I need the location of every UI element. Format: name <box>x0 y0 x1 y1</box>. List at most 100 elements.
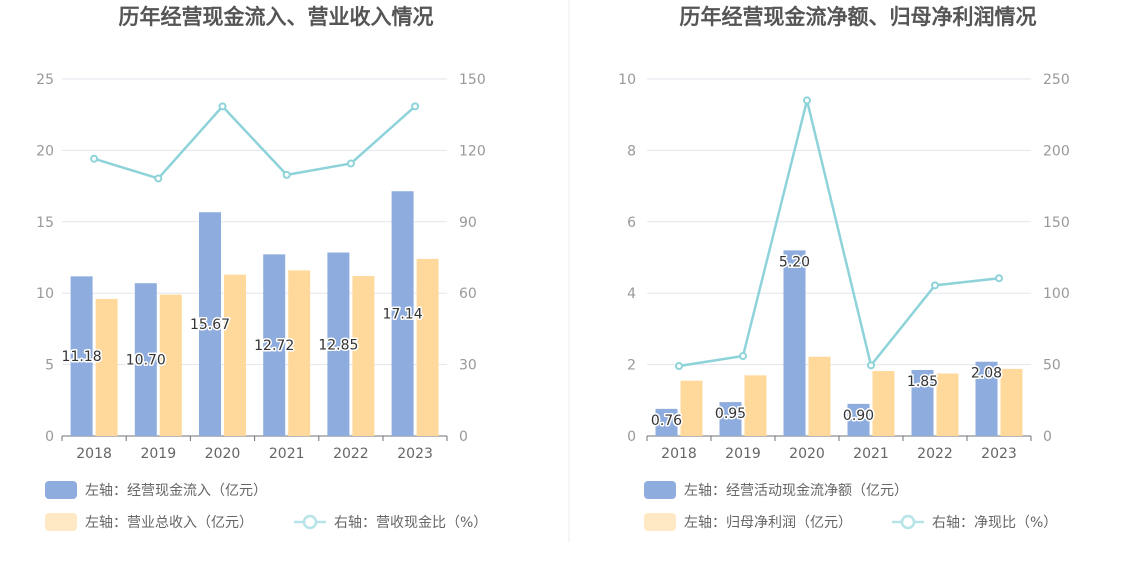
y-tick-left: 4 <box>627 286 636 302</box>
y-tick-left: 5 <box>45 358 54 374</box>
bar-primary <box>847 403 870 436</box>
chart-title: 历年经营现金流净额、归母净利润情况 <box>680 5 1037 29</box>
chart-title: 历年经营现金流入、营业收入情况 <box>119 5 434 29</box>
bar-value-label: 2.08 <box>971 366 1002 382</box>
x-tick-label: 2021 <box>853 446 889 462</box>
bar-value-label: 1.85 <box>907 374 938 390</box>
legend-label: 左轴：经营活动现金流净额（亿元） <box>684 483 908 499</box>
y-tick-right: 250 <box>1043 72 1070 88</box>
y-tick-right: 200 <box>1043 143 1070 159</box>
bar-primary <box>391 191 414 436</box>
x-tick-label: 2020 <box>789 446 825 462</box>
legend-swatch-marker <box>302 514 318 530</box>
ratio-point <box>931 281 939 290</box>
bar-value-label: 0.95 <box>715 406 746 422</box>
y-tick-right: 0 <box>1043 429 1052 445</box>
bar-primary <box>719 402 742 436</box>
ratio-point <box>995 274 1003 283</box>
bar-value-label: 12.85 <box>318 337 358 353</box>
legend-swatch-bar-secondary <box>45 513 77 531</box>
legend-label: 左轴：归母净利润（亿元） <box>684 514 852 531</box>
ratio-point <box>282 170 291 179</box>
ratio-point <box>803 96 811 105</box>
bar-secondary <box>159 294 182 436</box>
bar-secondary <box>1000 368 1023 436</box>
bar-secondary <box>872 371 895 436</box>
x-tick-label: 2018 <box>76 446 112 462</box>
bar-secondary <box>808 356 831 436</box>
x-tick-label: 2019 <box>140 446 176 462</box>
ratio-point <box>675 362 683 371</box>
y-tick-right: 90 <box>459 215 477 231</box>
bar-value-label: 11.18 <box>62 349 102 365</box>
bar-value-label: 10.70 <box>126 353 166 369</box>
legend-label: 右轴：净现比（%） <box>932 515 1057 531</box>
bar-secondary <box>95 298 118 436</box>
y-tick-left: 10 <box>36 286 54 302</box>
legend-swatch-marker <box>900 514 916 530</box>
y-tick-left: 6 <box>627 215 636 231</box>
ratio-point <box>867 361 875 370</box>
y-tick-left: 15 <box>36 215 54 231</box>
x-tick-label: 2023 <box>397 446 433 462</box>
y-tick-right: 100 <box>1043 286 1070 302</box>
bar-value-label: 15.67 <box>190 317 230 333</box>
y-tick-right: 150 <box>459 72 486 88</box>
x-tick-label: 2022 <box>917 446 953 462</box>
chart-panel-cash-inflow-revenue: 历年经营现金流入、营业收入情况 0 0 5 30 10 60 15 90 20 120 25 150 20… <box>36 5 487 531</box>
x-tick-label: 2022 <box>333 446 369 462</box>
ratio-line <box>93 104 416 180</box>
x-tick-label: 2019 <box>725 446 761 462</box>
bar-value-label: 12.72 <box>254 338 294 354</box>
x-tick-label: 2018 <box>661 446 697 462</box>
y-tick-right: 50 <box>1043 358 1061 374</box>
x-tick-label: 2023 <box>981 446 1017 462</box>
y-tick-left: 10 <box>618 72 636 88</box>
bar-primary <box>327 252 350 436</box>
y-tick-left: 2 <box>627 358 636 374</box>
bar-secondary <box>352 276 375 436</box>
ratio-line <box>678 100 1000 369</box>
ratio-point <box>218 102 227 111</box>
y-tick-right: 30 <box>459 358 477 374</box>
bar-primary <box>655 408 678 436</box>
legend-label: 左轴：营业总收入（亿元） <box>85 515 253 531</box>
bar-secondary <box>936 373 959 436</box>
y-tick-right: 150 <box>1043 215 1070 231</box>
y-tick-left: 0 <box>627 429 636 445</box>
bar-primary <box>134 283 157 436</box>
bar-primary <box>70 276 93 436</box>
ratio-point <box>346 159 355 168</box>
y-tick-right: 120 <box>459 143 486 159</box>
bar-primary <box>263 254 286 436</box>
bar-secondary <box>744 375 767 436</box>
bar-primary <box>783 250 806 436</box>
bar-primary <box>199 212 221 436</box>
x-tick-label: 2020 <box>205 446 241 462</box>
ratio-point <box>411 102 420 111</box>
ratio-point <box>154 174 163 183</box>
bar-primary <box>911 369 934 436</box>
y-tick-left: 25 <box>36 72 54 88</box>
legend-label: 左轴：经营现金流入（亿元） <box>85 483 267 499</box>
bar-secondary <box>416 258 439 436</box>
y-tick-left: 0 <box>45 429 54 445</box>
bar-value-label: 0.76 <box>651 413 682 429</box>
bar-value-label: 17.14 <box>383 307 423 323</box>
ratio-point <box>739 352 747 361</box>
y-tick-left: 20 <box>36 143 54 159</box>
x-tick-label: 2021 <box>269 446 305 462</box>
legend-swatch-bar-secondary <box>644 513 676 531</box>
ratio-point <box>90 154 99 163</box>
y-tick-right: 60 <box>459 286 477 302</box>
legend-label: 右轴：营收现金比（%） <box>334 515 487 531</box>
bar-value-label: 0.90 <box>843 408 874 424</box>
bar-primary <box>975 361 998 436</box>
bar-value-label: 5.20 <box>779 254 810 270</box>
bar-secondary <box>224 274 246 436</box>
bar-secondary <box>680 380 703 436</box>
bar-secondary <box>288 270 311 436</box>
y-tick-right: 0 <box>459 429 468 445</box>
